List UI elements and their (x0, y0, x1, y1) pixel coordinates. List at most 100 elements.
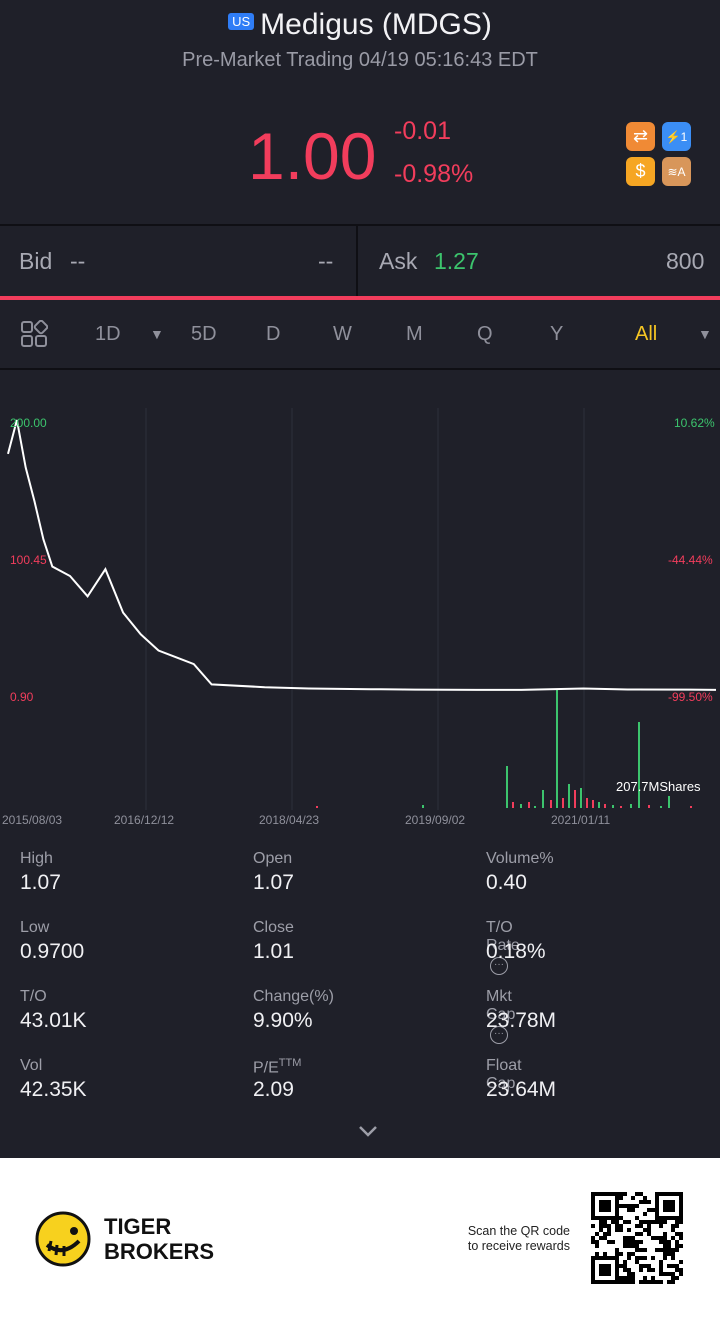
promo-footer: TIGER BROKERS Scan the QR code to receiv… (0, 1158, 720, 1319)
tab-5d[interactable]: 5D (191, 323, 217, 345)
stock-title: US Medigus (MDGS) (0, 8, 720, 42)
volume-bar (568, 784, 570, 808)
qr-code[interactable] (591, 1192, 683, 1289)
x-label: 2016/12/12 (114, 813, 175, 827)
divider (0, 368, 720, 370)
stat-label-t-o: T/O (20, 988, 47, 1005)
volume-bar (592, 800, 594, 808)
grid-menu-icon[interactable] (20, 319, 49, 353)
x-label: 2018/04/23 (259, 813, 320, 827)
bid-label: Bid (19, 248, 53, 274)
volume-bar (562, 798, 564, 808)
stat-value-float-cap: 23.64M (486, 1078, 557, 1101)
chevron-down-icon[interactable]: ▼ (698, 326, 712, 342)
bid-size: -- (318, 248, 334, 274)
bid-ask-bar: Bid -- -- Ask 1.27 800 (0, 226, 720, 296)
stat-value-volume: 0.40 (486, 871, 527, 894)
volume-bar (630, 804, 632, 808)
info-icon[interactable]: ··· (490, 957, 508, 975)
lightning-1-icon[interactable]: ⚡1 (662, 122, 691, 151)
stat-label-t-o-rate: T/O Rate··· (486, 919, 520, 975)
volume-bar (690, 806, 692, 808)
tab-all[interactable]: All (635, 323, 658, 345)
tiger-logo-icon (35, 1211, 91, 1272)
tab-quarterly[interactable]: Q (477, 323, 493, 345)
stat-label-volume: Volume% (486, 850, 554, 867)
stat-label-mkt-cap: Mkt Cap··· (486, 988, 515, 1044)
swap-icon[interactable]: ⇄ (626, 122, 655, 151)
x-label: 2021/01/11 (551, 813, 611, 827)
stat-label-high: High (20, 850, 53, 867)
stat-value-mkt-cap: 23.78M (486, 1009, 557, 1032)
stat-value-change: 9.90% (253, 1009, 313, 1032)
stat-label-close: Close (253, 919, 294, 936)
volume-bar (520, 804, 522, 808)
volume-bar (528, 802, 530, 808)
stat-value-open: 1.07 (253, 871, 294, 894)
divider (0, 224, 720, 226)
info-icon[interactable]: ··· (490, 1026, 508, 1044)
tab-monthly[interactable]: M (406, 323, 423, 345)
brand-line-2: BROKERS (104, 1239, 215, 1264)
volume-label: 207.7MShares (616, 779, 701, 794)
volume-bar (580, 788, 582, 808)
last-price: 1.00 (248, 119, 377, 193)
qr-caption: Scan the QR code to receive rewards (430, 1224, 570, 1254)
volume-bar (512, 802, 514, 808)
y-pct-mid: -44.44% (668, 553, 713, 567)
stat-value-t-o: 43.01K (20, 1009, 87, 1032)
volume-bar (648, 805, 650, 808)
y-pct-low: -99.50% (668, 690, 713, 704)
volume-bar (574, 790, 576, 808)
stat-value-vol: 42.35K (20, 1078, 87, 1101)
volume-bar (422, 805, 424, 808)
price-series-line (7, 419, 717, 691)
stat-label-change: Change(%) (253, 988, 334, 1005)
volume-bar (660, 806, 662, 808)
tab-daily[interactable]: D (266, 323, 281, 345)
price-change-percent: -0.98% (394, 160, 474, 188)
tab-yearly[interactable]: Y (550, 323, 564, 345)
stat-label-low: Low (20, 919, 50, 936)
trading-status: Pre-Market Trading 04/19 05:16:43 EDT (182, 49, 538, 71)
y-pct-high: 10.62% (674, 416, 715, 430)
stack-a-icon[interactable]: ≋A (662, 157, 691, 186)
volume-bar (668, 796, 670, 808)
volume-bar (620, 806, 622, 808)
volume-bar (534, 806, 536, 808)
qr-caption-line-1: Scan the QR code (467, 1224, 570, 1238)
volume-bar (586, 798, 588, 808)
stat-value-low: 0.9700 (20, 940, 85, 963)
volume-bar (556, 690, 558, 808)
stat-label-p-e: P/ETTM (253, 1057, 302, 1077)
feature-badges: ⇄ ⚡1 $ ≋A (626, 122, 691, 186)
y-label-high: 200.00 (10, 416, 47, 430)
ask-price: 1.27 (434, 248, 479, 274)
brand-name: TIGER BROKERS (104, 1214, 214, 1264)
price-chart[interactable] (0, 370, 720, 810)
stat-label-float-cap: Float Cap (486, 1057, 522, 1092)
volume-bar (604, 804, 606, 808)
brand-line-1: TIGER (104, 1214, 172, 1239)
tab-weekly[interactable]: W (333, 323, 352, 345)
volume-bar (506, 766, 508, 808)
price-change: -0.01 (394, 117, 451, 145)
dollar-icon[interactable]: $ (626, 157, 655, 186)
stat-value-p-e: 2.09 (253, 1078, 294, 1101)
expand-chevron-icon[interactable] (358, 1124, 378, 1143)
tab-1d[interactable]: 1D (95, 323, 121, 345)
volume-bar (316, 806, 318, 808)
stat-value-t-o-rate: 0.18% (486, 940, 546, 963)
x-label: 2019/09/02 (405, 813, 466, 827)
volume-bar (612, 805, 614, 808)
volume-bar (598, 802, 600, 808)
volume-bar (542, 790, 544, 808)
stat-value-close: 1.01 (253, 940, 294, 963)
qr-caption-line-2: to receive rewards (467, 1239, 570, 1253)
bid-price: -- (70, 248, 86, 274)
y-label-mid: 100.45 (10, 553, 47, 567)
stat-label-vol: Vol (20, 1057, 43, 1074)
chevron-down-icon[interactable]: ▼ (150, 326, 164, 342)
accent-line (0, 296, 720, 300)
volume-bar (638, 722, 640, 808)
